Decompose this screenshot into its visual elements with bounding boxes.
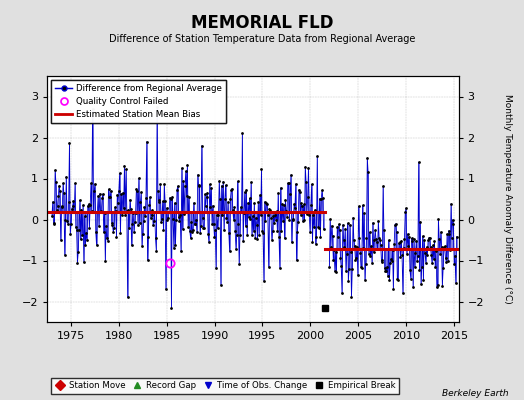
Text: MEMORIAL FLD: MEMORIAL FLD (191, 14, 333, 32)
Y-axis label: Monthly Temperature Anomaly Difference (°C): Monthly Temperature Anomaly Difference (… (504, 94, 512, 304)
Text: Difference of Station Temperature Data from Regional Average: Difference of Station Temperature Data f… (109, 34, 415, 44)
Legend: Difference from Regional Average, Quality Control Failed, Estimated Station Mean: Difference from Regional Average, Qualit… (51, 80, 226, 123)
Legend: Station Move, Record Gap, Time of Obs. Change, Empirical Break: Station Move, Record Gap, Time of Obs. C… (51, 378, 399, 394)
Text: Berkeley Earth: Berkeley Earth (442, 389, 508, 398)
